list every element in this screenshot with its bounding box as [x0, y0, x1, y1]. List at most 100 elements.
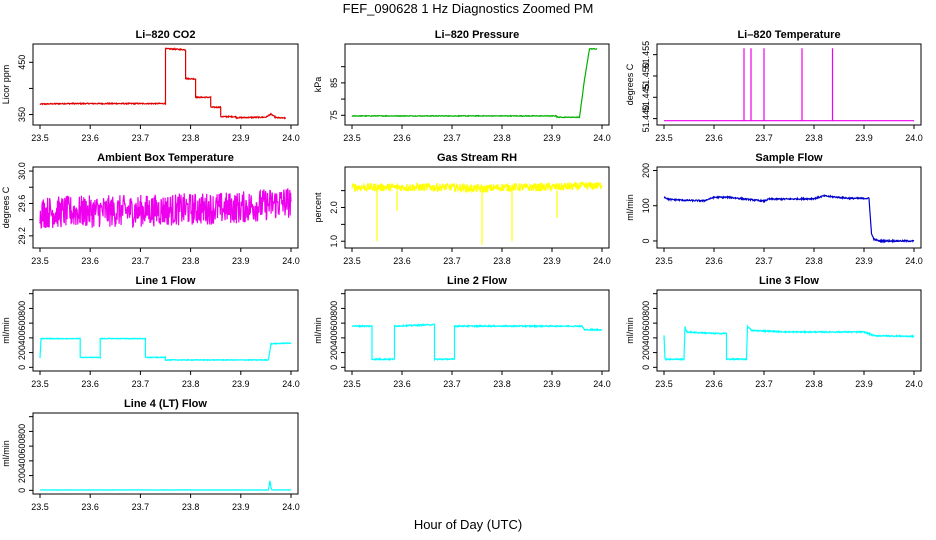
x-tick-label: 23.9 — [855, 379, 873, 389]
y-tick-label: 400 — [17, 453, 27, 468]
y-tick-label: 100 — [641, 198, 651, 213]
chart-panel-9: Line 3 Flow ml/min 23.5 23.6 23.7 23.8 23.9 24.… — [625, 275, 923, 389]
x-tick-label: 23.6 — [393, 256, 411, 266]
y-tick-label: 0 — [17, 488, 27, 493]
y-tick-label: 600 — [641, 316, 651, 331]
x-tick-label: 23.6 — [81, 502, 99, 512]
y-tick-label: 2.0 — [329, 201, 339, 214]
x-tick-label: 23.6 — [705, 133, 723, 143]
x-tick-label: 23.9 — [543, 133, 561, 143]
x-tick-label: 23.8 — [493, 133, 511, 143]
series-line — [39, 47, 286, 120]
x-tick-label: 24.0 — [905, 379, 923, 389]
y-tick-label: 29.2 — [17, 227, 27, 245]
x-tick-label: 23.6 — [81, 133, 99, 143]
y-tick-label: 1.0 — [329, 235, 339, 248]
y-tick-label: 800 — [17, 301, 27, 316]
x-tick-label: 23.8 — [182, 256, 200, 266]
y-axis-label: ml/min — [313, 317, 323, 344]
y-axis-label: Licor ppm — [1, 65, 11, 105]
series-line — [663, 323, 915, 362]
y-tick-label: 0 — [17, 365, 27, 370]
y-axis-label: ml/min — [1, 317, 11, 344]
series-line — [351, 180, 603, 194]
x-tick-label: 23.8 — [805, 379, 823, 389]
series-line — [663, 193, 915, 244]
y-axis-label: ml/min — [1, 440, 11, 467]
x-tick-label: 24.0 — [593, 379, 611, 389]
y-tick-label: 30.0 — [17, 162, 27, 180]
series-line — [39, 480, 291, 491]
x-tick-label: 23.8 — [493, 379, 511, 389]
x-tick-label: 23.9 — [232, 502, 250, 512]
plot-frame — [656, 166, 922, 249]
y-axis-label: degrees C — [1, 186, 11, 228]
x-tick-label: 23.5 — [31, 256, 49, 266]
x-tick-label: 24.0 — [905, 133, 923, 143]
y-axis-label: ml/min — [625, 317, 635, 344]
x-tick-label: 23.6 — [81, 256, 99, 266]
y-tick-label: 29.6 — [17, 195, 27, 213]
x-tick-label: 24.0 — [282, 502, 300, 512]
x-tick-label: 23.8 — [182, 502, 200, 512]
x-tick-label: 23.5 — [343, 379, 361, 389]
page-title: FEF_090628 1 Hz Diagnostics Zoomed PM — [342, 1, 594, 16]
y-tick-label: 800 — [641, 301, 651, 316]
x-tick-label: 23.7 — [132, 379, 150, 389]
y-tick-label: 200 — [329, 345, 339, 360]
x-tick-label: 23.5 — [31, 502, 49, 512]
plot-frame — [656, 43, 922, 126]
y-tick-label: 51.440 — [641, 105, 651, 133]
chart-title: Line 2 Flow — [447, 275, 507, 287]
y-tick-label: 51.450 — [641, 62, 651, 90]
y-tick-label: 450 — [17, 55, 27, 70]
y-tick-label: 200 — [641, 345, 651, 360]
chart-title: Li–820 Temperature — [737, 29, 840, 41]
x-tick-label: 23.9 — [232, 133, 250, 143]
x-tick-label: 23.6 — [393, 379, 411, 389]
x-tick-label: 24.0 — [282, 133, 300, 143]
plot-frame — [344, 166, 610, 249]
chart-title: Sample Flow — [755, 152, 823, 164]
series-line — [39, 337, 292, 362]
x-tick-label: 23.6 — [81, 379, 99, 389]
x-tick-label: 24.0 — [905, 256, 923, 266]
y-tick-label: 75 — [329, 110, 339, 120]
x-tick-label: 23.7 — [443, 133, 461, 143]
plot-frame — [656, 289, 922, 372]
y-tick-label: 0 — [329, 365, 339, 370]
x-tick-label: 23.9 — [543, 256, 561, 266]
x-tick-label: 24.0 — [593, 133, 611, 143]
series-line — [664, 48, 914, 122]
x-tick-label: 23.5 — [655, 133, 673, 143]
chart-panel-1: Li–820 CO2 Licor ppm 23.5 23.6 23.7 23.8 23.9 2… — [1, 29, 300, 143]
chart-title: Gas Stream RH — [437, 152, 517, 164]
chart-panel-2: Li–820 Pressure kPa 23.5 23.6 23.7 23.8 23.9 24… — [313, 29, 611, 143]
plot-frame — [32, 166, 299, 249]
y-tick-label: 350 — [17, 107, 27, 122]
x-tick-label: 23.7 — [132, 133, 150, 143]
x-tick-label: 23.5 — [343, 133, 361, 143]
plot-frame — [32, 412, 299, 495]
x-tick-label: 23.9 — [543, 379, 561, 389]
chart-title: Ambient Box Temperature — [97, 152, 234, 164]
plot-frame — [344, 43, 610, 126]
x-tick-label: 23.7 — [443, 256, 461, 266]
y-tick-label: 800 — [329, 301, 339, 316]
y-tick-label: 0 — [641, 238, 651, 243]
y-tick-label: 51.445 — [641, 84, 651, 112]
x-tick-label: 23.7 — [132, 502, 150, 512]
y-tick-label: 600 — [329, 316, 339, 331]
y-tick-label: 400 — [17, 330, 27, 345]
chart-title: Line 1 Flow — [136, 275, 196, 287]
x-tick-label: 23.9 — [232, 256, 250, 266]
chart-panel-6: Sample Flow ml/min 23.5 23.6 23.7 23.8 23.9 24.… — [625, 152, 923, 266]
y-tick-label: 600 — [17, 439, 27, 454]
x-tick-label: 23.7 — [443, 379, 461, 389]
chart-title: Line 3 Flow — [759, 275, 819, 287]
x-tick-label: 23.5 — [655, 379, 673, 389]
y-axis-label: kPa — [313, 77, 323, 93]
x-tick-label: 23.8 — [182, 133, 200, 143]
x-tick-label: 23.5 — [31, 133, 49, 143]
x-tick-label: 23.7 — [755, 133, 773, 143]
